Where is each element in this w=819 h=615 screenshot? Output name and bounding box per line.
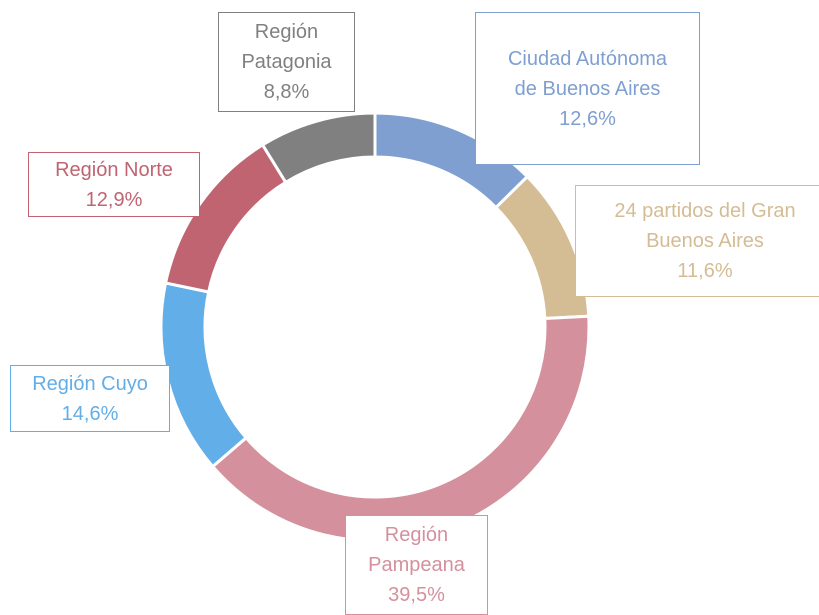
category-label: Región Pampeana xyxy=(368,524,465,576)
category-label: Ciudad Autónoma de Buenos Aires xyxy=(507,47,667,100)
donut-segment xyxy=(210,314,591,543)
data-label: Región Norte 12,9% xyxy=(28,152,200,217)
category-label: Región Patagonia xyxy=(241,21,332,73)
data-label: Ciudad Autónoma de Buenos Aires 12,6% xyxy=(475,12,700,165)
value-label: 8,8% xyxy=(263,81,310,103)
donut-segment xyxy=(159,281,249,469)
category-label: Región Cuyo xyxy=(32,372,148,395)
category-label: 24 partidos del Gran Buenos Aires xyxy=(614,200,796,252)
donut-segment xyxy=(260,111,377,185)
data-label: 24 partidos del Gran Buenos Aires 11,6% xyxy=(575,185,819,297)
value-label: 11,6% xyxy=(677,260,733,282)
value-label: 39,5% xyxy=(388,584,445,606)
data-label: Región Cuyo 14,6% xyxy=(10,365,170,432)
value-label: 12,6% xyxy=(559,107,616,130)
category-label: Región Norte xyxy=(55,158,173,181)
data-label: Región Pampeana 39,5% xyxy=(345,515,488,615)
value-label: 12,9% xyxy=(85,188,143,211)
value-label: 14,6% xyxy=(61,402,119,425)
data-label: Región Patagonia 8,8% xyxy=(218,12,355,112)
